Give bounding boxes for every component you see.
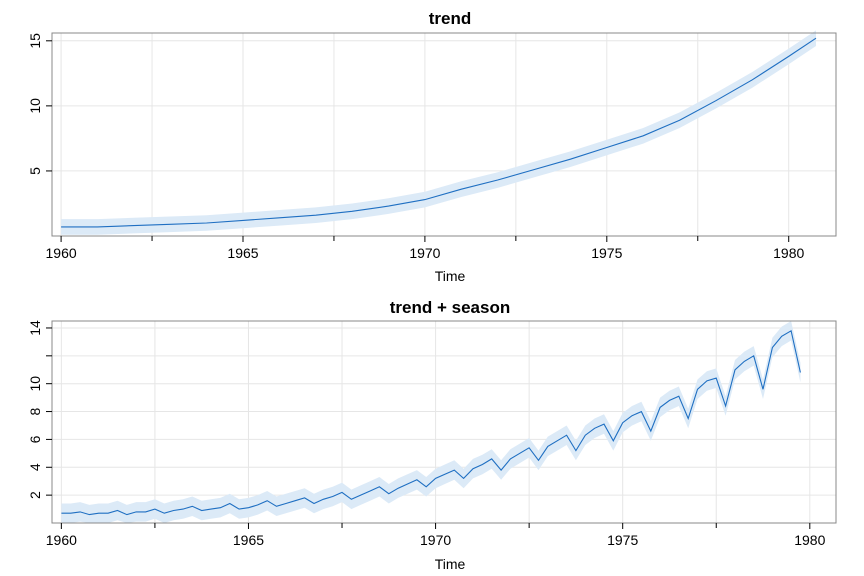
x-tick-label: 1965	[227, 245, 258, 261]
x-axis-title: Time	[435, 556, 466, 572]
plot-frame	[51, 320, 837, 524]
trend-panel: trend Time 1960 1965 1970 1975 1980 5 10 15	[27, 9, 837, 284]
x-tick-label: 1960	[46, 532, 77, 548]
plot-frame	[51, 32, 837, 237]
series-line	[61, 37, 817, 228]
y-tick-label: 4	[27, 463, 43, 471]
x-tick-label: 1980	[794, 532, 825, 548]
chart-title: trend + season	[390, 298, 510, 317]
confidence-band	[61, 30, 817, 235]
y-tick-label: 10	[27, 376, 43, 392]
y-tick-label: 2	[27, 491, 43, 499]
x-tick-label: 1980	[773, 245, 804, 261]
x-tick-label: 1975	[607, 532, 638, 548]
confidence-band	[61, 321, 801, 523]
x-tick-label: 1970	[409, 245, 440, 261]
series-line	[61, 329, 801, 516]
x-tick-label: 1975	[591, 245, 622, 261]
y-tick-label: 5	[27, 167, 43, 175]
chart-title: trend	[429, 9, 472, 28]
x-tick-label: 1970	[420, 532, 451, 548]
y-tick-label: 10	[27, 98, 43, 114]
x-tick-label: 1960	[46, 245, 77, 261]
x-tick-label: 1965	[233, 532, 264, 548]
x-axis-title: Time	[435, 268, 466, 284]
y-tick-label: 14	[27, 320, 43, 336]
y-tick-label: 8	[27, 407, 43, 415]
y-tick-label: 6	[27, 435, 43, 443]
y-tick-label: 15	[27, 33, 43, 49]
trend-season-panel: trend + season Time 1960 1965 1970 1975 1980…	[27, 298, 837, 572]
